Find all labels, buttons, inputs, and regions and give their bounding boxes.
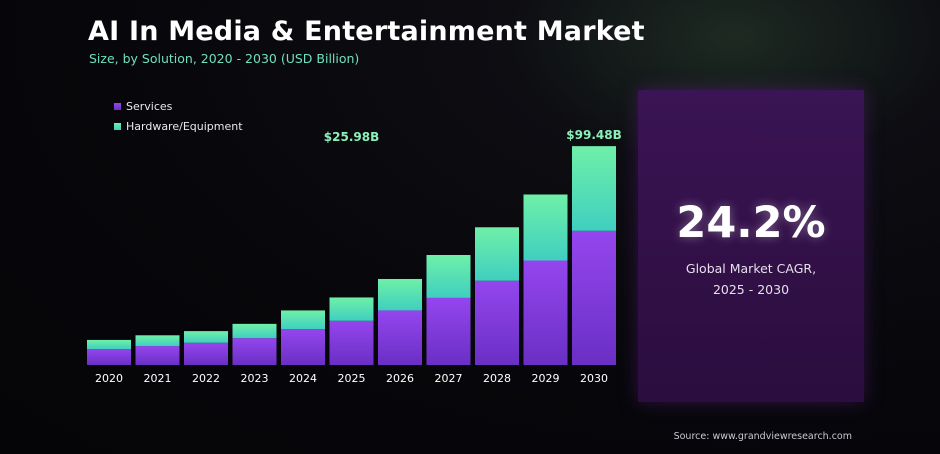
bar-services-2024	[281, 329, 325, 365]
bar-services-2028	[475, 280, 519, 365]
x-tick-label-2030: 2030	[580, 372, 608, 385]
x-tick-label-2028: 2028	[483, 372, 511, 385]
legend-label-hardware: Hardware/Equipment	[126, 119, 243, 133]
chart-legend: Services Hardware/Equipment	[114, 96, 243, 136]
source-text: Source: www.grandviewresearch.com	[673, 431, 852, 442]
bar-services-2030	[572, 230, 616, 365]
bar-hardware-2024	[281, 310, 325, 330]
x-tick-label-2020: 2020	[95, 372, 123, 385]
x-tick-label-2025: 2025	[338, 372, 366, 385]
bar-hardware-2023	[232, 323, 277, 339]
bar-hardware-2030	[572, 146, 616, 231]
bar-services-2027	[426, 297, 471, 365]
bar-services-2020	[87, 349, 131, 365]
x-tick-label-2024: 2024	[289, 372, 317, 385]
annotation-label-2025: $25.98B	[324, 130, 379, 144]
legend-item-hardware: Hardware/Equipment	[114, 116, 243, 136]
bar-services-2026	[378, 310, 422, 365]
legend-swatch-services	[114, 102, 121, 110]
legend-item-services: Services	[114, 96, 243, 116]
x-tick-label-2022: 2022	[192, 372, 220, 385]
x-tick-label-2027: 2027	[435, 372, 463, 385]
x-tick-label-2026: 2026	[386, 372, 414, 385]
bar-hardware-2027	[426, 255, 471, 298]
chart-title: AI In Media & Entertainment Market	[88, 16, 645, 47]
annotation-label-2030: $99.48B	[566, 128, 621, 142]
x-tick-label-2021: 2021	[144, 372, 172, 385]
legend-label-services: Services	[126, 99, 173, 113]
legend-swatch-hardware	[114, 122, 121, 130]
x-tick-label-2029: 2029	[532, 372, 560, 385]
bar-hardware-2022	[184, 331, 228, 343]
cagr-label-line1: Global Market CAGR,	[685, 261, 817, 276]
chart-subtitle: Size, by Solution, 2020 - 2030 (USD Bill…	[89, 51, 360, 66]
bar-hardware-2029	[523, 194, 568, 261]
bar-services-2025	[329, 320, 374, 365]
bar-hardware-2021	[135, 335, 180, 347]
cagr-panel: 24.2% Global Market CAGR, 2025 - 2030	[638, 90, 864, 402]
bar-hardware-2028	[475, 227, 519, 281]
bar-hardware-2026	[378, 278, 422, 311]
bar-hardware-2025	[329, 297, 374, 321]
bar-hardware-2020	[87, 339, 131, 350]
cagr-value: 24.2%	[676, 198, 826, 248]
bar-services-2023	[232, 338, 277, 365]
bar-services-2022	[184, 342, 228, 365]
cagr-label-line2: 2025 - 2030	[712, 282, 790, 297]
x-tick-label-2023: 2023	[241, 372, 269, 385]
cagr-label: Global Market CAGR, 2025 - 2030	[638, 258, 864, 300]
bar-services-2021	[135, 346, 180, 365]
bar-services-2029	[523, 260, 568, 365]
